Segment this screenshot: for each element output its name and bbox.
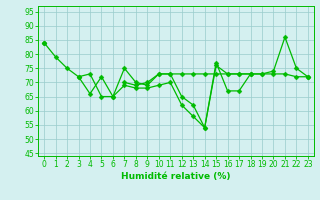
X-axis label: Humidité relative (%): Humidité relative (%) (121, 172, 231, 181)
